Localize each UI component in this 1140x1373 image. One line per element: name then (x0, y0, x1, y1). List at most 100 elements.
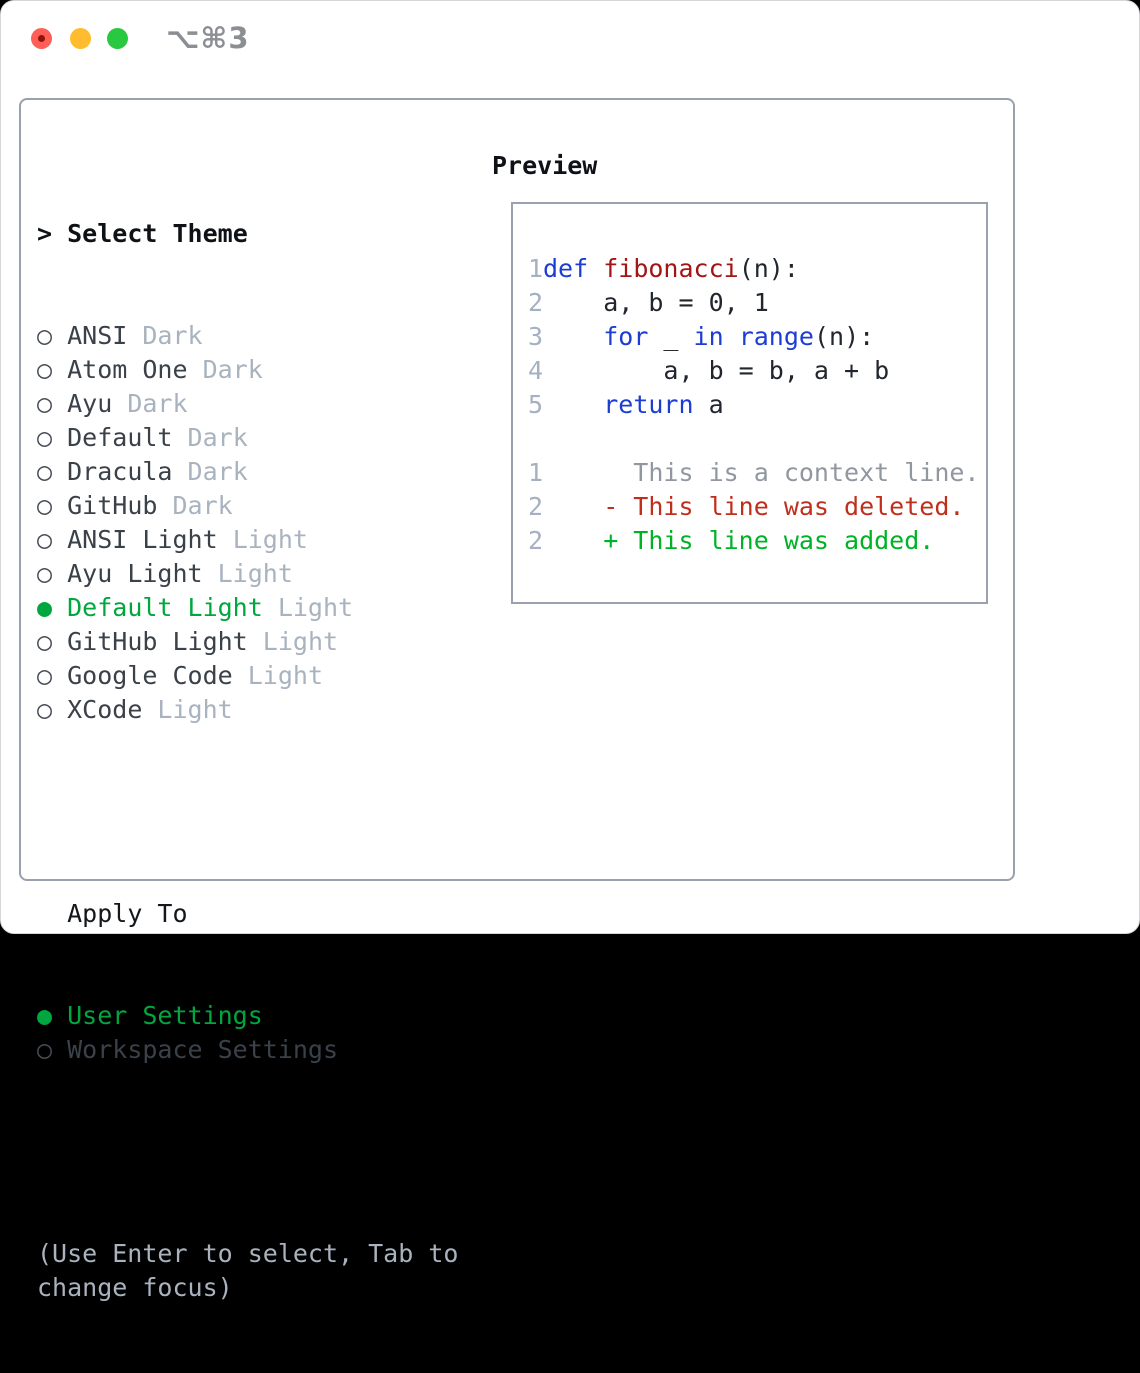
theme-option[interactable]: ○ Atom One Dark (37, 353, 492, 387)
theme-option[interactable]: ○ ANSI Light Light (37, 523, 492, 557)
code-segment-kw: range (738, 322, 814, 351)
option-label: Default (52, 423, 173, 452)
theme-option[interactable]: ● Default Light Light (37, 591, 492, 625)
code-segment-plain (543, 322, 603, 351)
line-number: 2 (528, 288, 544, 317)
apply-to-option[interactable]: ○ Workspace Settings (37, 1033, 492, 1067)
theme-list-title: Select Theme (67, 219, 248, 248)
option-label: ANSI Light (52, 525, 218, 554)
radio-unselected-icon: ○ (37, 321, 53, 350)
code-segment-plain: (n): (738, 254, 799, 283)
line-number: 2 (528, 492, 544, 521)
code-line: 2 - This line was deleted. (528, 490, 986, 524)
theme-selector-panel: > Select Theme ○ ANSI Dark ○ Atom One Dar… (19, 98, 1015, 1302)
theme-list-header: > Select Theme (37, 217, 492, 251)
code-line: 2 a, b = 0, 1 (528, 286, 986, 320)
theme-variant-label: Light (262, 593, 354, 622)
theme-option[interactable]: ○ Ayu Dark (37, 387, 492, 421)
theme-variant-label: Light (232, 661, 323, 690)
line-number: 5 (528, 390, 544, 419)
code-line: 2 + This line was added. (528, 524, 986, 558)
code-segment-plain (724, 322, 739, 351)
title-bar: ⌥⌘3 (1, 1, 1139, 76)
code-segment-ctx: This is a context line. (543, 458, 980, 487)
theme-option[interactable]: ○ GitHub Dark (37, 489, 492, 523)
option-label: GitHub (52, 491, 158, 520)
radio-unselected-icon: ○ (37, 491, 53, 520)
focus-caret-icon: > (37, 219, 53, 248)
line-number: 3 (528, 322, 544, 351)
theme-option[interactable]: ○ Google Code Light (37, 659, 492, 693)
code-segment-del: - This line was deleted. (543, 492, 965, 521)
radio-unselected-icon: ○ (37, 525, 53, 554)
option-label: Dracula (52, 457, 173, 486)
theme-variant-label: Dark (157, 491, 233, 520)
code-line: 3 for _ in range(n): (528, 320, 986, 354)
theme-variant-label: Dark (172, 423, 248, 452)
code-segment-kw: for (603, 322, 649, 351)
radio-unselected-icon: ○ (37, 389, 53, 418)
theme-variant-label: Dark (112, 389, 188, 418)
option-label: Ayu (52, 389, 113, 418)
code-segment-add: + This line was added. (543, 526, 935, 555)
theme-variant-label: Light (202, 559, 293, 588)
theme-variant-label: Light (247, 627, 339, 656)
code-segment-kw: in (693, 322, 724, 351)
theme-variant-label: Dark (172, 457, 248, 486)
code-segment-plain (543, 390, 603, 419)
theme-option[interactable]: ○ Dracula Dark (37, 455, 492, 489)
line-number: 4 (528, 356, 544, 385)
code-line (528, 422, 986, 456)
radio-unselected-icon: ○ (37, 559, 53, 588)
code-line: 4 a, b = b, a + b (528, 354, 986, 388)
option-label: GitHub Light (52, 627, 248, 656)
theme-option[interactable]: ○ XCode Light (37, 693, 492, 727)
theme-variant-label: Light (217, 525, 308, 554)
option-label: User Settings (52, 1001, 263, 1030)
radio-unselected-icon: ○ (37, 423, 53, 452)
theme-option[interactable]: ○ Default Dark (37, 421, 492, 455)
code-segment-kw: return (603, 390, 694, 419)
theme-variant-label: Dark (127, 321, 203, 350)
radio-unselected-icon: ○ (37, 1035, 53, 1064)
keyboard-hint: (Use Enter to select, Tab to change focu… (37, 1239, 459, 1302)
radio-selected-icon: ● (37, 593, 53, 622)
window-title: ⌥⌘3 (166, 21, 250, 55)
theme-variant-label: Light (142, 695, 233, 724)
option-label: XCode (52, 695, 143, 724)
app-window: ⌥⌘3 > Select Theme ○ ANSI Dark ○ Atom One… (0, 0, 1140, 1302)
option-label: Atom One (52, 355, 188, 384)
spacer (37, 1135, 492, 1169)
code-line: 5 return a (528, 388, 986, 422)
code-segment-plain: (n): (813, 322, 875, 351)
code-line: 1 This is a context line. (528, 456, 986, 490)
spacer (37, 795, 492, 829)
theme-option[interactable]: ○ ANSI Dark (37, 319, 492, 353)
code-segment-plain: a (693, 390, 724, 419)
code-segment-plain: a, b = 0, 1 (543, 288, 769, 317)
theme-list: > Select Theme ○ ANSI Dark ○ Atom One Dar… (37, 149, 492, 1373)
theme-option[interactable]: ○ Ayu Light Light (37, 557, 492, 591)
line-number: 2 (528, 526, 544, 555)
radio-unselected-icon: ○ (37, 457, 53, 486)
apply-to-header: Apply To (67, 899, 188, 928)
radio-unselected-icon: ○ (37, 627, 53, 656)
radio-unselected-icon: ○ (37, 661, 53, 690)
theme-variant-label: Dark (187, 355, 263, 384)
preview-title: Preview (492, 151, 598, 180)
zoom-button[interactable] (107, 28, 128, 49)
line-number: 1 (528, 458, 544, 487)
code-segment-plain: _ (648, 322, 694, 351)
minimize-button[interactable] (70, 28, 91, 49)
close-button[interactable] (31, 28, 52, 49)
code-line: 1def fibonacci(n): (528, 252, 986, 286)
radio-unselected-icon: ○ (37, 695, 53, 724)
option-label: Google Code (52, 661, 233, 690)
apply-to-option[interactable]: ● User Settings (37, 999, 492, 1033)
code-segment-fn: fibonacci (603, 254, 739, 283)
code-segment-kw: def (543, 254, 604, 283)
option-label: Workspace Settings (52, 1035, 339, 1064)
theme-option[interactable]: ○ GitHub Light Light (37, 625, 492, 659)
code-segment-plain: a, b = b, a + b (543, 356, 890, 385)
option-label: Default Light (52, 593, 263, 622)
